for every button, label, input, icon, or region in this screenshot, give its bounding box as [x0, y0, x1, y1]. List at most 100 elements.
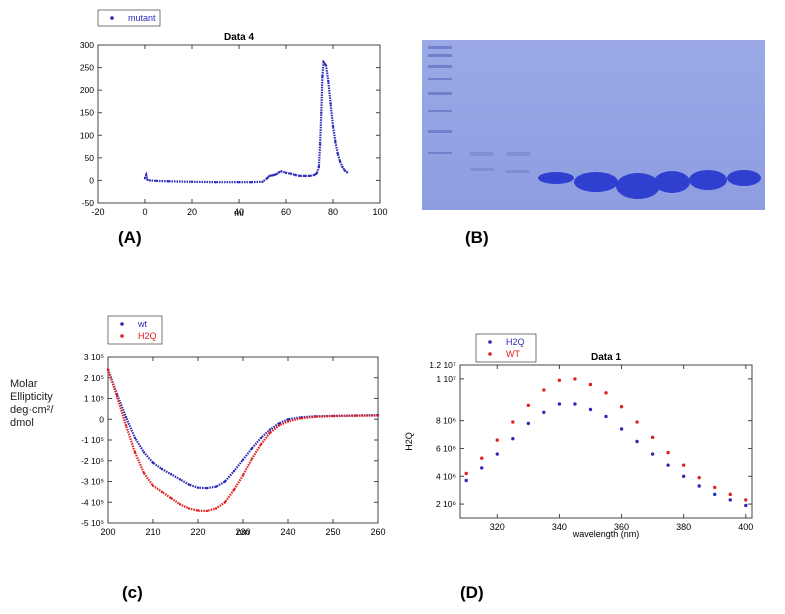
y-tick-label: 300 [80, 40, 94, 50]
gel-svg [422, 40, 765, 210]
data-point-wt [650, 435, 655, 440]
data-point-mutant [289, 172, 292, 175]
y-tick-label: 1 10⁵ [84, 394, 104, 404]
data-point-mutant [321, 75, 324, 78]
legend-marker [488, 340, 492, 344]
data-point-mutant [336, 152, 339, 155]
x-tick-label: 260 [370, 527, 385, 537]
chart-c-ylabel-line-2: Ellipticity [10, 391, 53, 403]
data-point-mutant [315, 172, 318, 175]
data-point-h2q [480, 466, 484, 470]
legend-marker [120, 334, 124, 338]
y-tick-label: -50 [82, 198, 95, 208]
data-point-mutant [341, 165, 344, 169]
x-tick-label: 380 [676, 522, 691, 532]
y-tick-label: 3 10⁵ [84, 352, 104, 362]
chart-c: 200 210 220 230 240 250 260 3 10⁵ 2 10⁵ 1 10⁵ 0 -1 … [60, 310, 390, 555]
data-point-mutant [146, 178, 149, 181]
data-point-h2q [106, 368, 110, 371]
data-point-mutant [268, 174, 271, 178]
data-point-h2q [635, 439, 639, 444]
x-tick-label: -20 [91, 207, 104, 217]
data-point-h2q [376, 414, 380, 417]
data-point-wt [241, 458, 245, 461]
legend-box [107, 315, 163, 345]
data-point-wt [666, 450, 670, 455]
data-point-h2q [526, 421, 531, 426]
data-point-h2q [573, 402, 577, 406]
data-point-h2q [511, 437, 515, 441]
x-axis-label: nm [237, 527, 250, 537]
data-point-h2q [214, 507, 218, 510]
x-axis-label: wavelength (nm) [572, 529, 640, 539]
data-point-wt [214, 485, 218, 488]
x-tick-label: 360 [614, 522, 629, 532]
data-point-h2q [331, 414, 335, 418]
data-point-wt [588, 382, 593, 387]
data-point-mutant [343, 169, 346, 172]
data-point-wt [619, 405, 624, 409]
chart-c-svg: 200 210 220 230 240 250 260 3 10⁵ 2 10⁵ 1 10⁵ 0 -1 … [81, 315, 386, 537]
x-tick-label: 400 [738, 522, 753, 532]
legend-label: wt [137, 319, 147, 329]
data-point-h2q [588, 407, 593, 412]
data-point-wt [277, 422, 281, 425]
data-point-h2q [619, 427, 624, 431]
data-point-wt [635, 420, 639, 424]
legend-marker [120, 322, 124, 326]
panel-label-b: (B) [465, 228, 489, 247]
data-point-h2q [160, 490, 164, 494]
data-point-wt [169, 473, 173, 476]
x-tick-label: 0 [142, 207, 147, 217]
data-point-wt [187, 483, 191, 486]
y-tick-label: 250 [80, 63, 94, 73]
data-point-h2q [232, 488, 236, 491]
data-point-wt [259, 436, 263, 440]
chart-c-ylabel: Molar Ellipticity deg·cm²/ dmol [10, 378, 53, 430]
data-point-wt [223, 480, 227, 483]
data-point-h2q [650, 452, 655, 456]
chart-a: Data 4 -20 0 20 40 60 80 100 300 250 200 150 100 50 0 -… [60, 0, 400, 225]
x-tick-label: 320 [490, 522, 505, 532]
chart-title: Data 1 [591, 352, 621, 363]
data-point-wt [495, 438, 499, 442]
data-point-wt [511, 420, 515, 424]
x-tick-label: 200 [100, 527, 115, 537]
data-point-mutant [167, 180, 170, 183]
data-point-wt [744, 498, 748, 502]
data-point-h2q [286, 420, 290, 423]
y-tick-label: 200 [80, 85, 94, 95]
data-point-wt [526, 403, 531, 408]
legend-label: mutant [128, 13, 156, 23]
data-point-mutant [190, 180, 194, 183]
x-tick-label: 230 [235, 527, 250, 537]
data-point-wt [604, 391, 608, 395]
data-point-h2q [259, 442, 263, 446]
data-point-mutant [334, 140, 337, 144]
x-tick-label: 40 [234, 207, 244, 217]
data-point-mutant [294, 173, 297, 177]
data-point-h2q [115, 395, 119, 398]
data-point-mutant [214, 181, 217, 184]
x-tick-label: 60 [281, 207, 291, 217]
y-tick-label: 0 [89, 175, 94, 185]
data-point-h2q [354, 414, 357, 417]
x-tick-label: 80 [328, 207, 338, 217]
y-tick-label: 0 [99, 414, 104, 424]
y-axis-label: H2Q [404, 432, 414, 451]
data-point-mutant [284, 171, 288, 174]
data-point-h2q [178, 503, 182, 506]
plot-frame [97, 44, 381, 204]
data-point-h2q [133, 451, 137, 454]
data-point-h2q [604, 414, 608, 419]
data-point-wt [196, 486, 200, 489]
data-point-mutant [303, 174, 306, 178]
y-tick-label: 150 [80, 108, 94, 118]
series-line-wt [106, 369, 379, 490]
data-point-h2q [196, 509, 200, 512]
data-point-h2q [187, 507, 191, 510]
data-point-h2q [666, 463, 670, 467]
legend-marker [110, 16, 114, 20]
data-point-mutant [261, 180, 264, 183]
data-point-mutant [338, 160, 342, 163]
